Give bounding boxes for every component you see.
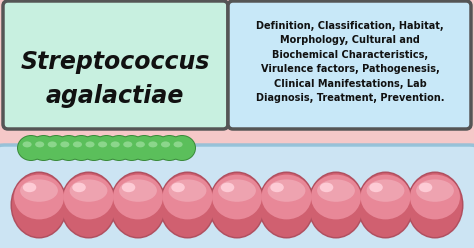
Ellipse shape	[62, 173, 116, 237]
Ellipse shape	[29, 135, 57, 161]
Ellipse shape	[68, 136, 94, 160]
Ellipse shape	[35, 141, 44, 147]
Ellipse shape	[320, 183, 333, 192]
FancyBboxPatch shape	[3, 1, 228, 129]
Ellipse shape	[309, 173, 363, 237]
Ellipse shape	[109, 172, 166, 239]
Ellipse shape	[311, 175, 361, 219]
Ellipse shape	[118, 135, 146, 161]
Ellipse shape	[23, 183, 36, 192]
Ellipse shape	[105, 135, 133, 161]
Ellipse shape	[161, 173, 215, 237]
Ellipse shape	[106, 136, 132, 160]
Ellipse shape	[67, 135, 95, 161]
Ellipse shape	[55, 135, 83, 161]
Ellipse shape	[81, 136, 107, 160]
Ellipse shape	[169, 179, 206, 202]
Ellipse shape	[118, 136, 145, 160]
Ellipse shape	[258, 172, 315, 239]
Ellipse shape	[163, 175, 212, 219]
Ellipse shape	[317, 179, 355, 202]
Ellipse shape	[209, 172, 265, 239]
Ellipse shape	[366, 179, 404, 202]
Ellipse shape	[410, 175, 460, 219]
Ellipse shape	[17, 135, 45, 161]
Ellipse shape	[31, 136, 56, 160]
Ellipse shape	[23, 141, 32, 147]
Ellipse shape	[168, 135, 196, 161]
Text: Streptococcus: Streptococcus	[20, 50, 210, 74]
Ellipse shape	[159, 172, 216, 239]
Ellipse shape	[212, 175, 262, 219]
Ellipse shape	[143, 135, 171, 161]
Ellipse shape	[111, 173, 165, 237]
Text: agalactiae: agalactiae	[46, 84, 184, 108]
Ellipse shape	[42, 135, 70, 161]
Ellipse shape	[122, 183, 135, 192]
Ellipse shape	[131, 136, 157, 160]
Ellipse shape	[361, 175, 410, 219]
Ellipse shape	[98, 141, 107, 147]
Ellipse shape	[73, 141, 82, 147]
Ellipse shape	[171, 183, 185, 192]
FancyBboxPatch shape	[228, 1, 471, 129]
Ellipse shape	[221, 183, 234, 192]
Ellipse shape	[218, 179, 256, 202]
Ellipse shape	[268, 179, 305, 202]
Ellipse shape	[85, 141, 95, 147]
Ellipse shape	[10, 172, 67, 239]
Ellipse shape	[130, 135, 158, 161]
Ellipse shape	[155, 135, 183, 161]
Ellipse shape	[156, 136, 182, 160]
Ellipse shape	[48, 141, 57, 147]
Ellipse shape	[148, 141, 157, 147]
Ellipse shape	[369, 183, 383, 192]
Ellipse shape	[64, 175, 113, 219]
Ellipse shape	[210, 173, 264, 237]
Ellipse shape	[259, 173, 313, 237]
Ellipse shape	[12, 173, 66, 237]
Ellipse shape	[358, 173, 412, 237]
Ellipse shape	[43, 136, 69, 160]
Ellipse shape	[60, 172, 117, 239]
Ellipse shape	[119, 179, 157, 202]
Ellipse shape	[70, 179, 108, 202]
Ellipse shape	[92, 135, 120, 161]
Ellipse shape	[56, 136, 82, 160]
Ellipse shape	[60, 141, 69, 147]
Ellipse shape	[93, 136, 119, 160]
Ellipse shape	[308, 172, 365, 239]
Ellipse shape	[357, 172, 414, 239]
Ellipse shape	[144, 136, 170, 160]
Ellipse shape	[80, 135, 108, 161]
Ellipse shape	[110, 141, 120, 147]
Ellipse shape	[419, 183, 432, 192]
Ellipse shape	[262, 175, 311, 219]
Ellipse shape	[136, 141, 145, 147]
Ellipse shape	[270, 183, 284, 192]
Text: Definition, Classification, Habitat,
Morphology, Cultural and
Biochemical Charac: Definition, Classification, Habitat, Mor…	[256, 21, 444, 103]
Ellipse shape	[416, 179, 454, 202]
Ellipse shape	[408, 173, 462, 237]
Ellipse shape	[161, 141, 170, 147]
Ellipse shape	[123, 141, 132, 147]
Ellipse shape	[407, 172, 464, 239]
Ellipse shape	[113, 175, 163, 219]
Ellipse shape	[20, 179, 58, 202]
Ellipse shape	[73, 183, 86, 192]
Ellipse shape	[14, 175, 64, 219]
FancyBboxPatch shape	[0, 145, 474, 248]
Ellipse shape	[18, 136, 44, 160]
Ellipse shape	[173, 141, 182, 147]
Ellipse shape	[169, 136, 195, 160]
